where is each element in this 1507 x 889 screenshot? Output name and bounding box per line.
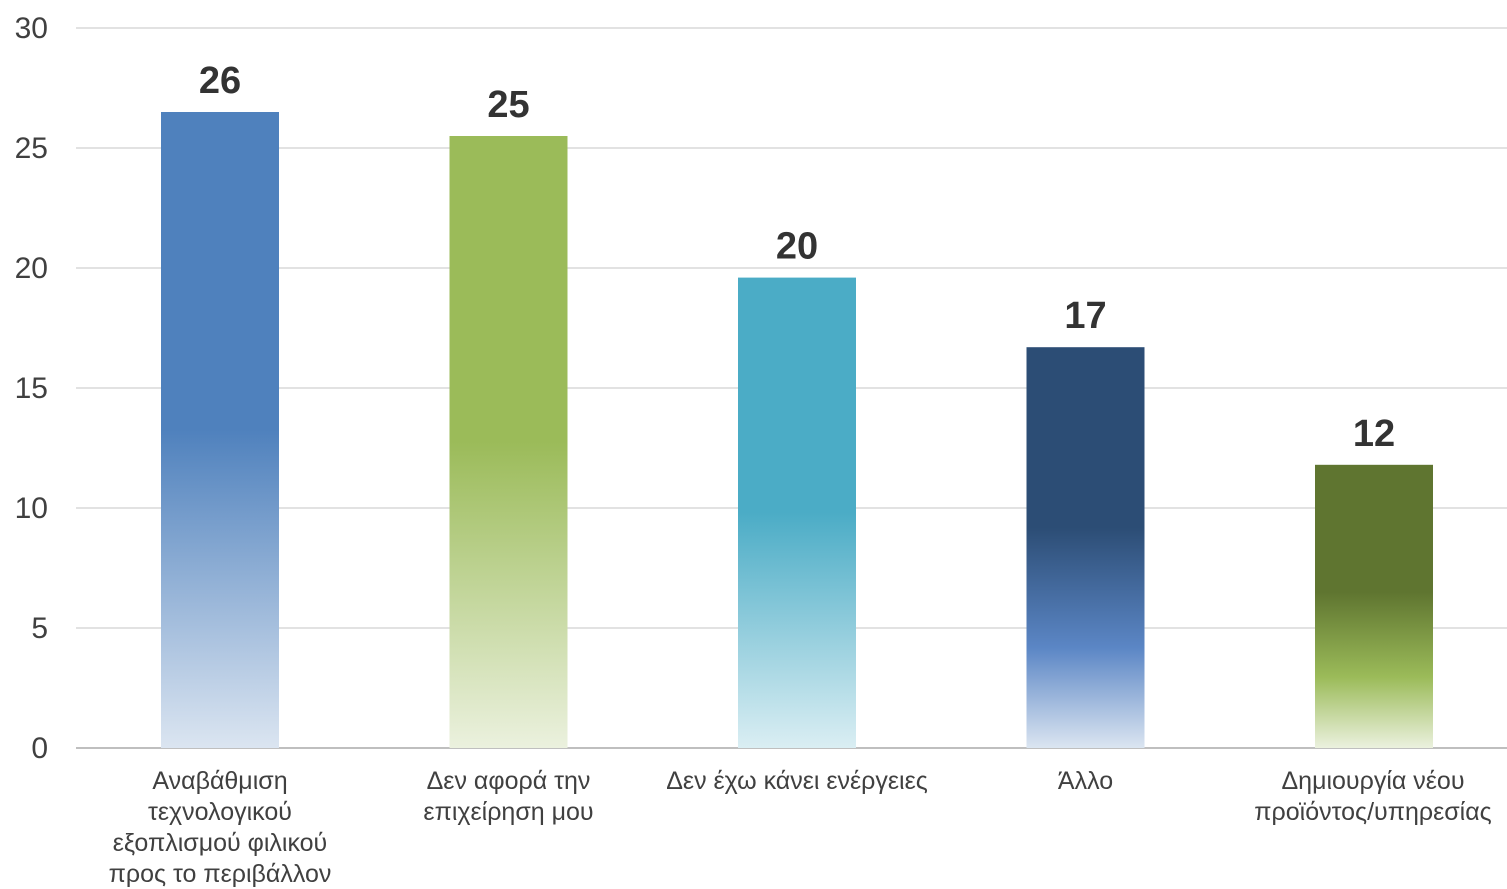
bar [1315, 464, 1433, 748]
y-tick-label: 5 [31, 612, 48, 645]
y-tick-label: 25 [15, 132, 48, 165]
x-tick-label: Δεν αφορά την [427, 767, 591, 795]
y-axis-ticks: 0 5 10 15 20 25 30 [15, 12, 48, 765]
x-tick-label: Άλλο [1058, 767, 1113, 795]
data-label: 20 [776, 226, 818, 268]
data-labels: 26 25 20 17 12 [199, 60, 1395, 455]
x-tick-label: επιχείρηση μου [423, 798, 593, 826]
bar [161, 112, 279, 748]
bar [449, 136, 568, 748]
y-tick-label: 0 [31, 732, 48, 765]
x-tick-label: εξοπλισμού φιλικού [113, 829, 327, 857]
x-tick-label: Δεν έχω κάνει ενέργειες [666, 767, 928, 795]
bar [738, 277, 856, 748]
x-tick-label: Δημιουργία νέου [1281, 767, 1464, 795]
bars [161, 112, 1433, 748]
y-tick-label: 20 [15, 252, 48, 285]
x-tick-label: προϊόντος/υπηρεσίας [1254, 798, 1491, 826]
bar [1026, 347, 1145, 748]
x-tick-label: Αναβάθμιση [152, 767, 287, 795]
data-label: 25 [487, 84, 529, 126]
x-axis-categories: Αναβάθμιση τεχνολογικού εξοπλισμού φιλικού… [109, 767, 1492, 888]
x-tick-label: προς το περιβάλλον [109, 860, 332, 888]
data-label: 26 [199, 60, 241, 102]
gridlines [76, 27, 1507, 749]
x-tick-label: τεχνολογικού [148, 798, 292, 826]
data-label: 12 [1353, 413, 1395, 455]
data-label: 17 [1064, 295, 1106, 337]
y-tick-label: 15 [15, 372, 48, 405]
y-tick-label: 30 [15, 12, 48, 45]
y-tick-label: 10 [15, 492, 48, 525]
